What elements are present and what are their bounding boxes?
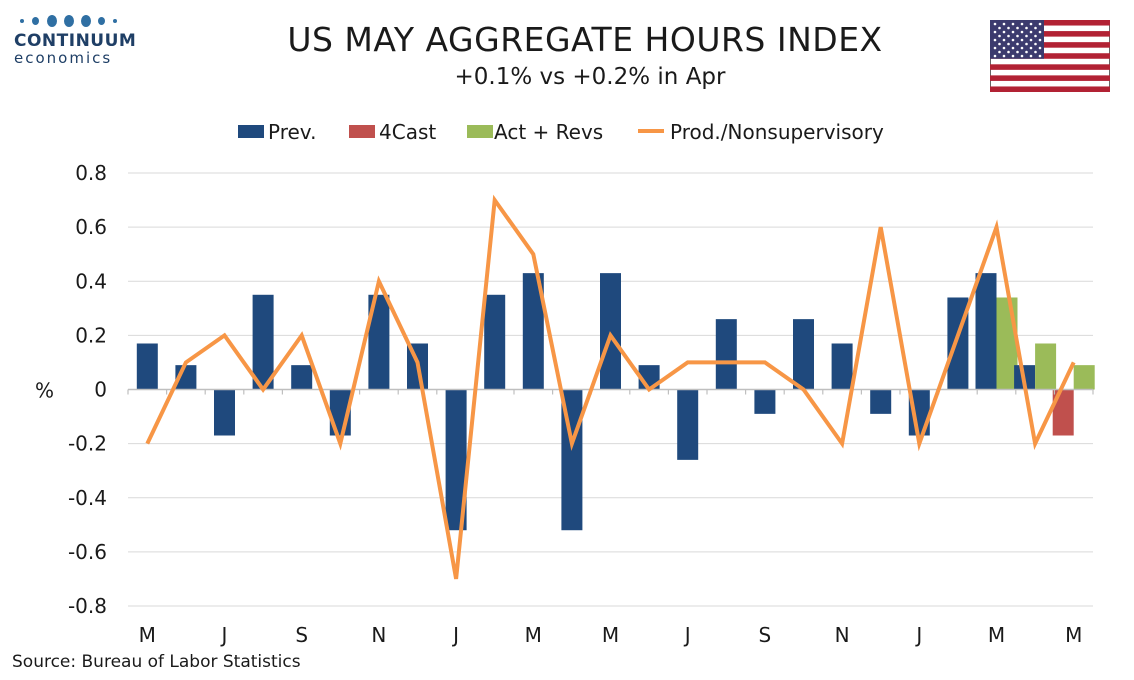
y-tick-label: -0.4 xyxy=(68,486,107,510)
gridlines xyxy=(128,172,1093,607)
y-tick-label: 0.6 xyxy=(75,215,107,239)
bar-prev- xyxy=(291,365,313,390)
x-tick-label: M xyxy=(139,623,156,647)
bar-prev- xyxy=(214,389,235,436)
bar-prev- xyxy=(975,273,997,390)
x-tick-label: S xyxy=(295,623,308,647)
line-prod-nonsupervisory xyxy=(145,194,1076,580)
bar-prev- xyxy=(252,294,274,390)
y-tick-label: -0.8 xyxy=(68,594,107,618)
axes xyxy=(127,388,1094,395)
chart-title: US MAY AGGREGATE HOURS INDEX xyxy=(287,20,883,59)
legend-label: Prev. xyxy=(268,120,316,144)
x-tick-label: M xyxy=(988,623,1005,647)
bar-prev- xyxy=(136,343,158,390)
x-tick-label: M xyxy=(602,623,619,647)
bar-act-revs xyxy=(1035,343,1057,390)
x-tick-label: J xyxy=(683,623,691,647)
bar-prev- xyxy=(870,389,892,414)
y-tick-label: -0.2 xyxy=(68,432,107,456)
bar-prev- xyxy=(445,389,467,531)
bar-prev- xyxy=(368,294,390,390)
x-tick-label: M xyxy=(525,623,542,647)
x-tick-label: M xyxy=(1065,623,1082,647)
legend-swatch xyxy=(467,125,493,138)
bar-prev- xyxy=(793,319,814,390)
bar-prev- xyxy=(715,319,737,390)
x-tick-label: N xyxy=(371,623,386,647)
bar-prev- xyxy=(522,273,544,390)
bar-prev- xyxy=(831,343,853,390)
y-tick-label: 0.4 xyxy=(75,269,107,293)
continuum-economics-logo: CONTINUUM economics xyxy=(14,14,144,66)
bar-prev- xyxy=(754,389,776,414)
bar-prev- xyxy=(484,294,506,390)
y-tick-label: 0.2 xyxy=(75,323,107,347)
y-tick-label: -0.6 xyxy=(68,540,107,564)
logo-name: CONTINUUM xyxy=(14,31,137,51)
x-tick-label: J xyxy=(220,623,228,647)
axis-labels: 0.8 0.6 0.4 0.2 0 -0.2 -0.4 -0.6 -0.8% M J S N J M M J S N… xyxy=(35,161,1082,647)
x-tick-label: J xyxy=(914,623,922,647)
legend-label: Prod./Nonsupervisory xyxy=(670,120,884,144)
legend-swatch xyxy=(349,125,375,138)
bar-prev- xyxy=(677,389,699,460)
bar-4cast xyxy=(1052,389,1074,436)
bars xyxy=(136,273,1095,531)
x-tick-label: J xyxy=(451,623,459,647)
legend-swatch xyxy=(238,125,264,138)
logo-dots xyxy=(14,14,144,28)
bar-prev- xyxy=(600,273,621,390)
y-tick-label: 0 xyxy=(94,378,107,402)
legend-label: Act + Revs xyxy=(494,120,603,144)
chart-subtitle: +0.1% vs +0.2% in Apr xyxy=(454,64,726,90)
x-tick-label: S xyxy=(759,623,772,647)
logo-subname: economics xyxy=(14,49,113,67)
legend: Prev. 4Cast Act + Revs Prod./Nonsupervisory xyxy=(238,120,884,144)
source-note: Source: Bureau of Labor Statistics xyxy=(12,652,301,672)
y-tick-label: 0.8 xyxy=(75,161,107,185)
x-tick-label: N xyxy=(835,623,850,647)
us-flag-icon xyxy=(990,20,1110,92)
y-axis-label: % xyxy=(35,379,54,403)
line-series xyxy=(145,194,1076,580)
bar-act-revs xyxy=(1073,365,1095,390)
legend-label: 4Cast xyxy=(379,120,436,144)
